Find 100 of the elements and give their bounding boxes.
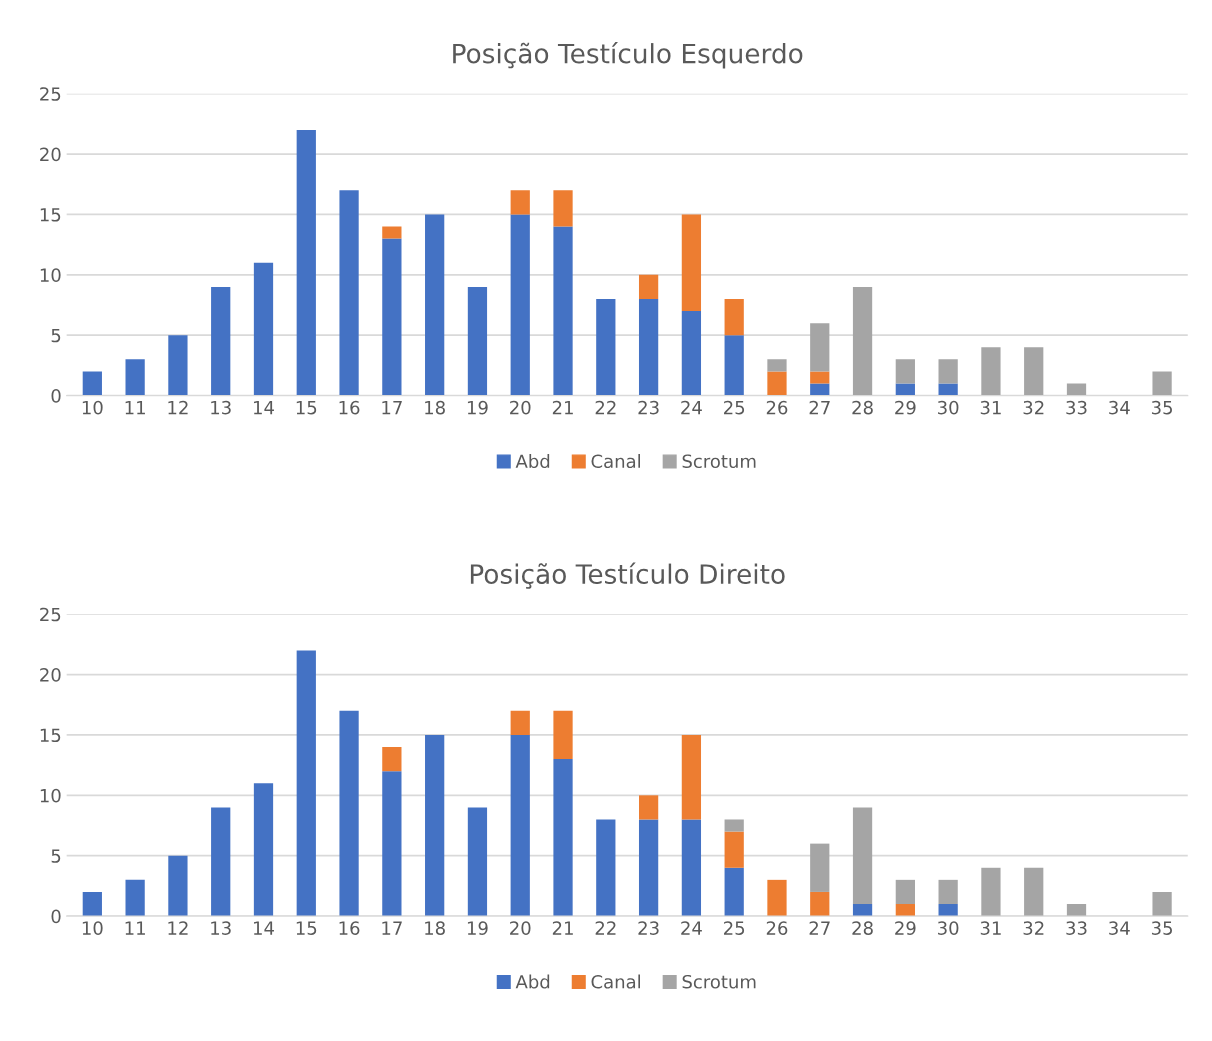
bar (638, 795, 659, 820)
bar (1066, 383, 1087, 396)
x-tick-label: 13 (211, 400, 231, 415)
bar (724, 867, 744, 917)
x-tick-label: 22 (595, 400, 616, 415)
bar (810, 891, 830, 917)
bar (510, 710, 530, 735)
bar (510, 190, 530, 215)
bar (168, 855, 188, 917)
bar (296, 129, 316, 396)
bar (895, 904, 915, 917)
bar (467, 286, 488, 396)
x-tick-label: 25 (724, 921, 745, 935)
x-tick-label: 35 (1151, 921, 1172, 935)
bar (253, 262, 274, 396)
bar (553, 226, 573, 396)
x-tick-label: 30 (938, 921, 959, 935)
bar (211, 807, 231, 917)
bar (382, 238, 402, 396)
bar (938, 904, 958, 917)
bar (724, 831, 744, 868)
x-tick-label: 11 (125, 401, 145, 415)
bar (211, 286, 231, 396)
x-tick-label: 16 (339, 400, 360, 415)
bar (681, 734, 702, 820)
x-tick-label: 18 (425, 921, 445, 935)
x-tick-label: 12 (168, 400, 188, 415)
bar (938, 879, 958, 904)
x-tick-label: 34 (1109, 921, 1130, 935)
x-tick-label: 24 (681, 400, 702, 415)
chart-title: Posição Testículo Direito (470, 562, 785, 589)
bar (553, 759, 573, 917)
y-tick-label: 10 (40, 788, 61, 803)
bar (339, 710, 359, 917)
x-tick-label: 15 (296, 921, 317, 935)
x-tick-label: 23 (638, 921, 659, 935)
x-tick-label: 28 (852, 400, 873, 415)
y-tick-label: 5 (51, 328, 61, 343)
x-tick-label: 25 (724, 400, 745, 415)
legend-label: Scrotum (682, 454, 756, 469)
x-tick-label: 26 (766, 921, 788, 935)
bar (724, 298, 744, 336)
y-tick-label: 0 (51, 389, 61, 403)
bar (125, 359, 145, 396)
bar (724, 335, 744, 396)
bar (82, 371, 102, 396)
bar (296, 650, 316, 917)
bar (981, 867, 1001, 917)
bar (681, 819, 702, 917)
y-tick-label: 20 (40, 668, 61, 682)
bar (168, 335, 188, 396)
x-tick-label: 27 (809, 921, 830, 935)
bar (510, 734, 530, 917)
bar (852, 286, 873, 396)
bar (638, 298, 659, 396)
legend-label: Abd (515, 974, 550, 989)
y-tick-label: 20 (40, 147, 61, 162)
bar (425, 214, 445, 396)
bar (1024, 347, 1044, 396)
x-tick-label: 34 (1109, 400, 1130, 415)
bar (852, 807, 873, 904)
bar (895, 359, 915, 384)
legend-label: Abd (515, 454, 550, 469)
x-tick-label: 27 (809, 400, 830, 415)
legend-label: Scrotum (682, 974, 756, 989)
x-tick-label: 21 (552, 921, 573, 935)
x-tick-label: 17 (382, 401, 402, 415)
x-tick-label: 32 (1023, 921, 1044, 935)
x-tick-label: 22 (595, 921, 616, 935)
x-tick-label: 16 (339, 921, 360, 935)
bar (510, 214, 530, 396)
x-tick-label: 31 (980, 921, 1001, 935)
x-tick-label: 35 (1151, 400, 1172, 415)
x-tick-label: 23 (638, 400, 659, 415)
x-tick-label: 15 (296, 401, 317, 415)
x-tick-label: 29 (895, 400, 916, 415)
x-tick-label: 21 (552, 400, 573, 415)
x-tick-label: 19 (467, 400, 488, 415)
bar (810, 843, 830, 892)
bar (724, 819, 744, 832)
x-tick-label: 19 (467, 921, 488, 935)
x-tick-label: 11 (125, 921, 145, 935)
bar (1152, 371, 1172, 396)
bar (895, 879, 915, 904)
legend-label: Canal (591, 974, 640, 989)
bar (467, 807, 488, 917)
bar (1024, 867, 1044, 917)
bar (681, 311, 702, 396)
y-tick-label: 10 (40, 268, 61, 282)
y-tick-label: 25 (40, 87, 61, 101)
x-tick-label: 29 (895, 921, 916, 935)
bar (810, 323, 830, 372)
bar (810, 371, 830, 384)
x-tick-label: 26 (766, 400, 788, 415)
bar (553, 710, 573, 760)
chart-title: Posição Testículo Esquerdo (453, 42, 803, 69)
bar (382, 771, 402, 917)
bar (1152, 891, 1172, 917)
x-tick-label: 20 (510, 400, 531, 415)
x-tick-label: 30 (938, 400, 959, 415)
